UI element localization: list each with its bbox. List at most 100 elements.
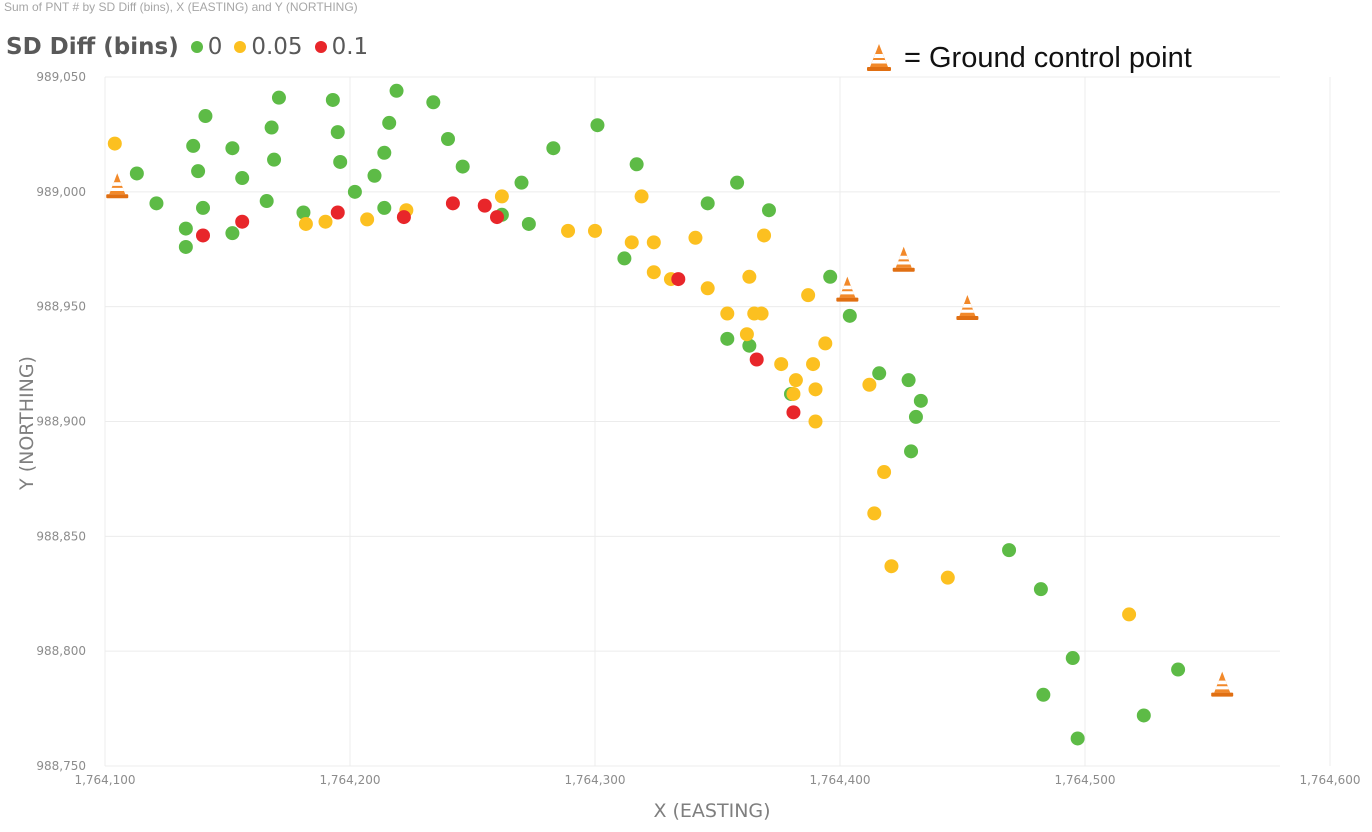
data-point-sd-0[interactable] [377, 145, 392, 160]
data-point-sd-0[interactable] [521, 216, 536, 231]
data-point-sd-0-05[interactable] [688, 230, 703, 245]
data-point-sd-0-05[interactable] [884, 559, 899, 574]
data-point-sd-0[interactable] [149, 196, 164, 211]
data-point-sd-0[interactable] [908, 409, 923, 424]
data-point-sd-0[interactable] [1002, 543, 1017, 558]
data-point-sd-0-05[interactable] [720, 306, 735, 321]
data-point-sd-0[interactable] [617, 251, 632, 266]
data-point-sd-0[interactable] [389, 83, 404, 98]
data-point-sd-0-05[interactable] [646, 235, 661, 250]
data-point-sd-0-05[interactable] [360, 212, 375, 227]
data-point-sd-0[interactable] [1036, 687, 1051, 702]
ground-control-point[interactable] [836, 276, 859, 302]
data-point-sd-0[interactable] [700, 196, 715, 211]
data-point-sd-0[interactable] [872, 366, 887, 381]
data-point-sd-0-05[interactable] [634, 189, 649, 204]
data-point-sd-0[interactable] [730, 175, 745, 190]
data-point-sd-0[interactable] [904, 444, 919, 459]
data-point-sd-0-05[interactable] [624, 235, 639, 250]
data-point-sd-0[interactable] [901, 373, 916, 388]
data-point-sd-0[interactable] [347, 184, 362, 199]
data-point-sd-0-05[interactable] [786, 386, 801, 401]
data-point-sd-0[interactable] [367, 168, 382, 183]
data-point-sd-0[interactable] [264, 120, 279, 135]
data-point-sd-0-05[interactable] [867, 506, 882, 521]
legend-item-0-1[interactable]: 0.1 [314, 34, 368, 60]
data-point-sd-0[interactable] [382, 115, 397, 130]
data-point-sd-0-05[interactable] [646, 265, 661, 280]
data-point-sd-0[interactable] [1065, 651, 1080, 666]
data-point-sd-0[interactable] [913, 393, 928, 408]
data-point-sd-0[interactable] [514, 175, 529, 190]
data-point-sd-0-05[interactable] [1122, 607, 1137, 622]
data-point-sd-0[interactable] [333, 154, 348, 169]
data-point-sd-0[interactable] [191, 164, 206, 179]
data-point-sd-0-05[interactable] [808, 382, 823, 397]
data-point-sd-0-05[interactable] [561, 223, 576, 238]
data-point-sd-0[interactable] [629, 157, 644, 172]
data-point-sd-0[interactable] [1033, 582, 1048, 597]
data-point-sd-0-05[interactable] [774, 357, 789, 372]
data-point-sd-0-05[interactable] [754, 306, 769, 321]
data-point-sd-0[interactable] [441, 132, 455, 147]
data-point-sd-0[interactable] [198, 109, 213, 124]
data-point-sd-0[interactable] [178, 221, 193, 236]
data-point-sd-0[interactable] [720, 331, 735, 346]
data-point-sd-0[interactable] [546, 141, 561, 156]
data-point-sd-0-1[interactable] [749, 352, 764, 367]
data-point-sd-0-05[interactable] [806, 357, 821, 372]
data-point-sd-0-05[interactable] [862, 377, 877, 392]
ground-control-point[interactable] [106, 173, 129, 199]
data-point-sd-0[interactable] [377, 200, 392, 215]
data-point-sd-0[interactable] [196, 200, 210, 215]
data-point-sd-0[interactable] [823, 269, 838, 284]
data-point-sd-0[interactable] [271, 90, 286, 105]
legend-item-0[interactable]: 0 [190, 34, 222, 60]
data-point-sd-0[interactable] [325, 92, 340, 107]
data-point-sd-0-1[interactable] [786, 405, 801, 420]
data-point-sd-0-05[interactable] [742, 269, 757, 284]
data-point-sd-0-05[interactable] [298, 216, 313, 231]
data-point-sd-0-05[interactable] [801, 288, 816, 303]
data-point-sd-0[interactable] [259, 194, 274, 209]
data-point-sd-0-1[interactable] [671, 272, 686, 287]
data-point-sd-0-05[interactable] [788, 373, 803, 388]
data-point-sd-0-1[interactable] [196, 228, 210, 243]
data-point-sd-0[interactable] [129, 166, 144, 181]
data-point-sd-0[interactable] [761, 203, 776, 218]
data-point-sd-0[interactable] [296, 205, 311, 220]
data-point-sd-0-05[interactable] [757, 228, 772, 243]
data-point-sd-0[interactable] [225, 226, 240, 241]
ground-control-point[interactable] [892, 246, 915, 272]
data-point-sd-0-1[interactable] [477, 198, 492, 213]
data-point-sd-0[interactable] [1171, 662, 1186, 677]
data-point-sd-0-1[interactable] [490, 210, 504, 225]
data-point-sd-0-05[interactable] [700, 281, 715, 296]
data-point-sd-0-05[interactable] [940, 570, 955, 585]
data-point-sd-0-1[interactable] [330, 205, 345, 220]
data-point-sd-0-05[interactable] [739, 327, 754, 342]
data-point-sd-0[interactable] [235, 171, 250, 186]
data-point-sd-0-05[interactable] [877, 465, 892, 480]
data-point-sd-0[interactable] [267, 152, 282, 167]
data-point-sd-0-05[interactable] [107, 136, 122, 151]
data-point-sd-0-05[interactable] [808, 414, 823, 429]
data-point-sd-0-1[interactable] [235, 214, 250, 229]
data-point-sd-0[interactable] [1136, 708, 1151, 723]
data-point-sd-0-1[interactable] [445, 196, 460, 211]
data-point-sd-0-1[interactable] [396, 210, 411, 225]
ground-control-point[interactable] [1211, 671, 1234, 697]
data-point-sd-0[interactable] [455, 159, 470, 174]
ground-control-point[interactable] [956, 294, 979, 320]
data-point-sd-0[interactable] [590, 118, 605, 133]
data-point-sd-0[interactable] [178, 239, 193, 254]
data-point-sd-0[interactable] [1070, 731, 1085, 746]
data-point-sd-0[interactable] [186, 138, 201, 153]
data-point-sd-0[interactable] [330, 125, 345, 140]
data-point-sd-0-05[interactable] [494, 189, 509, 204]
data-point-sd-0-05[interactable] [318, 214, 333, 229]
data-point-sd-0-05[interactable] [588, 223, 602, 238]
data-point-sd-0[interactable] [842, 308, 857, 323]
data-point-sd-0-05[interactable] [818, 336, 833, 351]
data-point-sd-0[interactable] [426, 95, 441, 110]
